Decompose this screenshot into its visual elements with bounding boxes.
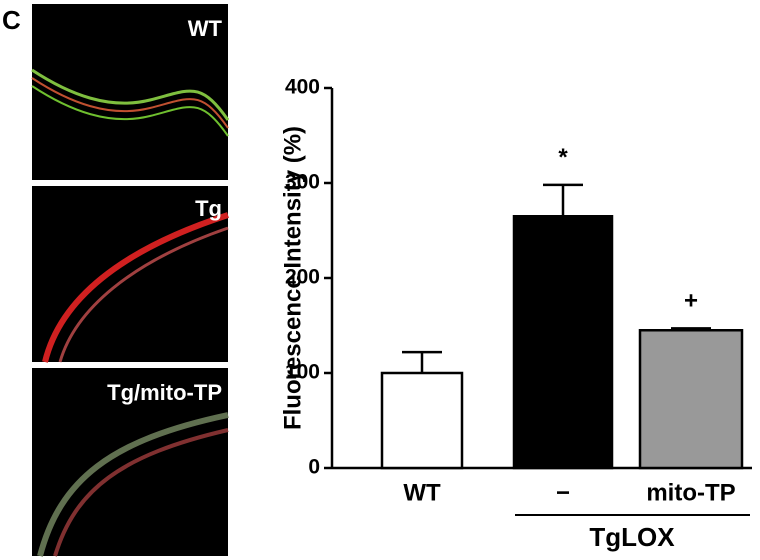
bar <box>380 371 464 470</box>
y-tick-label: 0 <box>308 456 320 479</box>
micrograph <box>31 4 230 180</box>
annotation: + <box>684 288 698 315</box>
x-tick-label: mito-TP <box>646 479 735 506</box>
x-tick-label: WT <box>403 479 441 506</box>
y-tick-label: 300 <box>285 171 320 194</box>
y-axis-label: Fluorescence Intensity (%) <box>279 126 306 430</box>
y-tick-label: 200 <box>285 266 320 289</box>
y-tick-label: 400 <box>285 76 320 99</box>
group-label: TgLOX <box>589 522 675 552</box>
image-label: WT <box>188 16 223 41</box>
bar <box>512 215 614 470</box>
y-tick-label: 100 <box>285 361 320 384</box>
bar <box>638 329 744 470</box>
image-label: Tg/mito-TP <box>107 380 222 405</box>
micrograph <box>32 368 229 557</box>
x-tick-label: − <box>556 479 570 506</box>
micrograph <box>32 186 229 363</box>
panel-label: C <box>2 5 21 35</box>
image-label: Tg <box>195 196 222 221</box>
annotation: * <box>558 144 568 171</box>
